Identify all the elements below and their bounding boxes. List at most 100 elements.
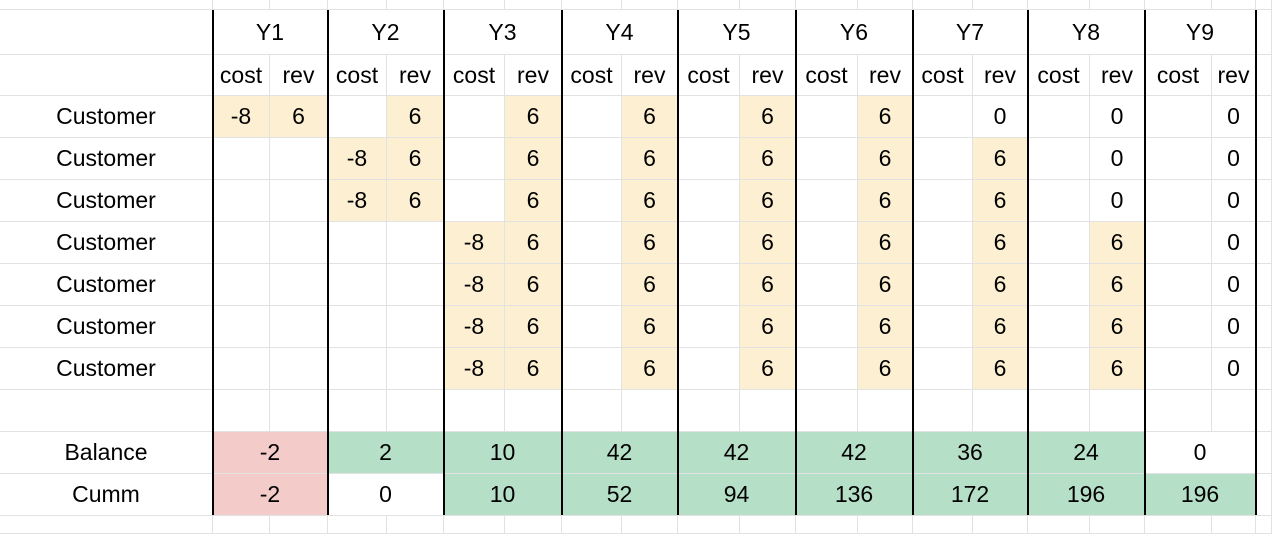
rev-subheader[interactable]: rev (858, 55, 913, 96)
rev-cell[interactable]: 6 (622, 306, 678, 348)
grid-cell[interactable] (0, 55, 213, 96)
cost-cell[interactable] (678, 306, 740, 348)
rev-subheader[interactable]: rev (740, 55, 796, 96)
grid-cell[interactable] (858, 390, 913, 432)
rev-cell[interactable]: 6 (505, 96, 562, 138)
grid-cell[interactable] (1256, 474, 1272, 516)
grid-cell[interactable] (973, 516, 1028, 534)
cost-cell[interactable] (678, 348, 740, 390)
year-header[interactable]: Y2 (328, 10, 444, 55)
rev-cell[interactable]: 6 (505, 222, 562, 264)
cost-cell[interactable] (562, 348, 622, 390)
rev-cell[interactable]: 6 (622, 222, 678, 264)
cumm-label[interactable]: Cumm (0, 474, 213, 516)
cost-cell[interactable]: -8 (444, 264, 505, 306)
rev-cell[interactable]: 6 (1090, 306, 1145, 348)
cost-cell[interactable] (1028, 348, 1090, 390)
rev-cell[interactable] (270, 306, 328, 348)
grid-cell[interactable] (1212, 390, 1256, 432)
grid-cell[interactable] (1256, 306, 1272, 348)
rev-cell[interactable]: 0 (1090, 96, 1145, 138)
grid-cell[interactable] (505, 0, 562, 10)
cost-cell[interactable] (1145, 222, 1212, 264)
grid-cell[interactable] (740, 516, 796, 534)
cost-cell[interactable]: -8 (444, 348, 505, 390)
grid-cell[interactable] (622, 0, 678, 10)
rev-subheader[interactable]: rev (1090, 55, 1145, 96)
cost-cell[interactable] (1145, 138, 1212, 180)
year-header[interactable]: Y6 (796, 10, 913, 55)
cost-cell[interactable] (1145, 96, 1212, 138)
grid-cell[interactable] (796, 0, 858, 10)
grid-cell[interactable] (1256, 516, 1272, 534)
grid-cell[interactable] (505, 516, 562, 534)
rev-cell[interactable]: 6 (858, 222, 913, 264)
rev-cell[interactable]: 0 (973, 96, 1028, 138)
cost-cell[interactable] (328, 96, 387, 138)
rev-cell[interactable]: 6 (387, 180, 444, 222)
grid-cell[interactable] (796, 516, 858, 534)
cost-cell[interactable] (444, 180, 505, 222)
grid-cell[interactable] (387, 0, 444, 10)
grid-cell[interactable] (328, 390, 387, 432)
grid-cell[interactable] (270, 0, 328, 10)
cost-subheader[interactable]: cost (1028, 55, 1090, 96)
grid-cell[interactable] (678, 0, 740, 10)
cost-subheader[interactable]: cost (213, 55, 270, 96)
cost-cell[interactable] (796, 96, 858, 138)
row-label[interactable]: Customer (0, 306, 213, 348)
grid-cell[interactable] (858, 0, 913, 10)
cost-cell[interactable] (328, 306, 387, 348)
grid-cell[interactable] (270, 516, 328, 534)
cumm-value[interactable]: 52 (562, 474, 678, 516)
rev-cell[interactable]: 6 (858, 348, 913, 390)
cost-cell[interactable] (213, 138, 270, 180)
cost-cell[interactable] (562, 138, 622, 180)
year-header[interactable]: Y4 (562, 10, 678, 55)
rev-cell[interactable]: 6 (387, 138, 444, 180)
grid-cell[interactable] (913, 516, 973, 534)
cost-subheader[interactable]: cost (678, 55, 740, 96)
cost-cell[interactable] (213, 222, 270, 264)
cost-cell[interactable] (678, 264, 740, 306)
rev-cell[interactable] (270, 180, 328, 222)
cost-cell[interactable] (562, 264, 622, 306)
grid-cell[interactable] (0, 516, 213, 534)
grid-cell[interactable] (270, 390, 328, 432)
rev-cell[interactable]: 6 (1090, 222, 1145, 264)
grid-cell[interactable] (1090, 390, 1145, 432)
rev-cell[interactable] (270, 222, 328, 264)
cost-cell[interactable] (213, 264, 270, 306)
cost-cell[interactable] (678, 96, 740, 138)
rev-cell[interactable] (270, 264, 328, 306)
cost-cell[interactable] (913, 348, 973, 390)
year-header[interactable]: Y8 (1028, 10, 1145, 55)
grid-cell[interactable] (1256, 138, 1272, 180)
rev-cell[interactable]: 6 (622, 264, 678, 306)
cost-cell[interactable] (796, 180, 858, 222)
rev-cell[interactable]: 6 (505, 264, 562, 306)
grid-cell[interactable] (973, 390, 1028, 432)
cost-cell[interactable]: -8 (444, 306, 505, 348)
balance-value[interactable]: 2 (328, 432, 444, 474)
rev-cell[interactable]: 6 (973, 222, 1028, 264)
grid-cell[interactable] (1028, 390, 1090, 432)
rev-cell[interactable]: 6 (858, 306, 913, 348)
rev-subheader[interactable]: rev (1212, 55, 1256, 96)
balance-value[interactable]: 24 (1028, 432, 1145, 474)
rev-cell[interactable]: 6 (858, 264, 913, 306)
rev-cell[interactable]: 6 (973, 180, 1028, 222)
grid-cell[interactable] (796, 390, 858, 432)
cumm-value[interactable]: 196 (1028, 474, 1145, 516)
grid-cell[interactable] (740, 390, 796, 432)
rev-cell[interactable]: 6 (973, 138, 1028, 180)
balance-value[interactable]: 42 (678, 432, 796, 474)
grid-cell[interactable] (213, 516, 270, 534)
cost-cell[interactable] (796, 306, 858, 348)
cost-cell[interactable] (913, 138, 973, 180)
balance-label[interactable]: Balance (0, 432, 213, 474)
grid-cell[interactable] (1256, 10, 1272, 55)
cost-cell[interactable] (328, 222, 387, 264)
rev-cell[interactable] (387, 306, 444, 348)
grid-cell[interactable] (678, 390, 740, 432)
